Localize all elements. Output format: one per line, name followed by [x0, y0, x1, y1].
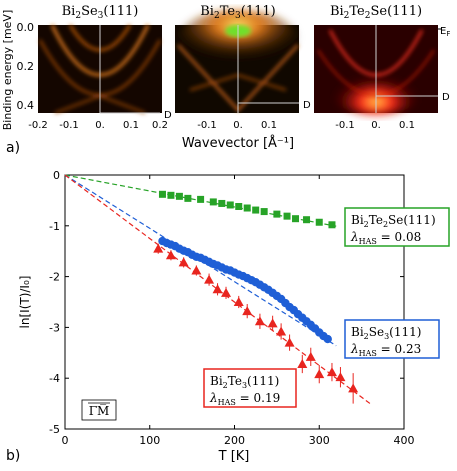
data-point: [254, 316, 265, 326]
panel-a-xlabel: Wavevector [Å⁻¹]: [182, 135, 294, 151]
xtick-p3-1: -0.1: [335, 120, 355, 131]
axes: 0 100 200 300 400 0 -1 -2 -3 -4 -5: [49, 169, 414, 447]
annotation-bi2te3: Bi2Te3(111) λHAS = 0.19: [203, 368, 297, 408]
arpes-title-1: Bi2Se3(111): [62, 4, 139, 21]
panel-a-label: a): [6, 140, 20, 156]
svg-text:λHAS = 0.08: λHAS = 0.08: [350, 230, 421, 246]
data-point: [314, 369, 325, 379]
data-point: [273, 210, 281, 218]
data-point: [191, 265, 202, 275]
panel-a-yticks: 0.0 0.2 0.4: [17, 21, 35, 112]
xtick-p1-0: -0.2: [28, 120, 48, 131]
ef-label: EF: [440, 26, 450, 38]
data-point: [284, 337, 295, 347]
panel-a-ytick-0: 0.0: [17, 21, 35, 34]
xtick-p3-3: 0.1: [399, 120, 415, 131]
data-point: [233, 297, 244, 306]
panel-b-label: b): [6, 448, 20, 464]
xtick-label: 0: [62, 434, 69, 447]
annotation-bi2se3: Bi2Se3(111) λHAS = 0.23: [344, 319, 440, 359]
data-point: [178, 257, 189, 267]
data-point: [323, 334, 332, 344]
arpes-title-3: Bi2Te2Se(111): [330, 4, 422, 21]
xtick-p2-3: 0.1: [261, 120, 277, 131]
data-point: [242, 306, 253, 316]
data-point: [165, 250, 176, 260]
panel-a-ytick-1: 0.2: [17, 60, 35, 73]
data-point: [197, 195, 205, 203]
direction-label: Γ̅M̅: [89, 403, 110, 418]
data-point: [315, 218, 323, 226]
panel-a-ytick-2: 0.4: [17, 99, 35, 112]
ytick-label: -1: [49, 220, 60, 233]
xtick-label: 100: [139, 434, 160, 447]
data-point: [303, 216, 311, 224]
ylabel: ln[I(T)/I₀]: [18, 276, 32, 329]
panel-b: 0 100 200 300 400 0 -1 -2 -3 -4 -5 ln[I(T)/I₀] T […: [6, 169, 450, 464]
data-point: [292, 215, 300, 223]
data-point: [283, 212, 291, 220]
xtick-p1-2: 0.: [95, 120, 105, 131]
data-point: [267, 318, 278, 328]
data-point: [348, 383, 359, 393]
data-marks: [153, 190, 359, 404]
data-point: [276, 326, 287, 336]
data-point: [209, 198, 217, 206]
data-point: [204, 274, 215, 284]
data-point: [326, 367, 337, 377]
data-point: [175, 192, 183, 200]
data-point: [158, 190, 166, 198]
xtick-p3-2: 0.: [371, 120, 381, 131]
ytick-label: -5: [49, 423, 60, 436]
arpes-image-bi2te3: D Bi2Te3(111): [175, 4, 311, 113]
arpes-image-bi2te2se: D EF Bi2Te2Se(111): [314, 4, 450, 115]
panel-a-xticks: -0.2 -0.1 0. 0.1 0.2 -0.1 0. 0.1 -0.1 0.…: [28, 120, 415, 131]
xtick-p2-1: -0.1: [197, 120, 217, 131]
data-point: [260, 208, 268, 216]
xtick-p1-4: 0.2: [152, 120, 168, 131]
xtick-label: 400: [394, 434, 415, 447]
direction-box: Γ̅M̅: [81, 399, 117, 421]
data-point: [252, 206, 260, 214]
panel-a: Binding energy [meV] 0.0 0.2 0.4 D Bi2Se…: [1, 4, 450, 156]
arpes-d-label-1: D: [164, 110, 172, 121]
data-point: [335, 372, 346, 382]
data-point: [167, 191, 175, 199]
xtick-label: 300: [309, 434, 330, 447]
arpes-title-2: Bi2Te3(111): [200, 4, 276, 21]
data-point: [212, 284, 223, 294]
ytick-label: -4: [49, 372, 60, 385]
data-point: [328, 221, 336, 229]
xtick-p1-3: 0.1: [123, 120, 139, 131]
xtick-p1-1: -0.1: [59, 120, 79, 131]
svg-text:Bi2Te3(111): Bi2Te3(111): [210, 374, 279, 390]
arpes-image-bi2se3: D Bi2Se3(111): [38, 4, 172, 121]
arpes-d-label-3: D: [442, 92, 450, 103]
data-point: [218, 199, 226, 207]
xtick-label: 200: [224, 434, 245, 447]
xlabel: T [K]: [218, 449, 250, 464]
ytick-label: -2: [49, 271, 60, 284]
data-point: [221, 287, 232, 297]
data-point: [305, 351, 316, 361]
data-point: [226, 201, 234, 209]
annotation-bi2te2se: Bi2Te2Se(111) λHAS = 0.08: [344, 207, 450, 247]
data-point: [184, 194, 192, 202]
data-point: [243, 204, 251, 212]
data-point: [297, 358, 308, 368]
arpes-d-label-2: D: [303, 100, 311, 111]
ytick-label: -3: [49, 321, 60, 334]
svg-text:Bi2Te2Se(111): Bi2Te2Se(111): [351, 213, 436, 229]
xtick-p2-2: 0.: [233, 120, 243, 131]
panel-a-ylabel: Binding energy [meV]: [1, 10, 14, 130]
svg-text:λHAS = 0.23: λHAS = 0.23: [350, 342, 421, 358]
svg-text:λHAS = 0.19: λHAS = 0.19: [209, 391, 280, 407]
data-point: [153, 243, 164, 253]
svg-text:Bi2Se3(111): Bi2Se3(111): [351, 325, 421, 341]
data-point: [235, 202, 243, 210]
ytick-label: 0: [53, 169, 60, 182]
